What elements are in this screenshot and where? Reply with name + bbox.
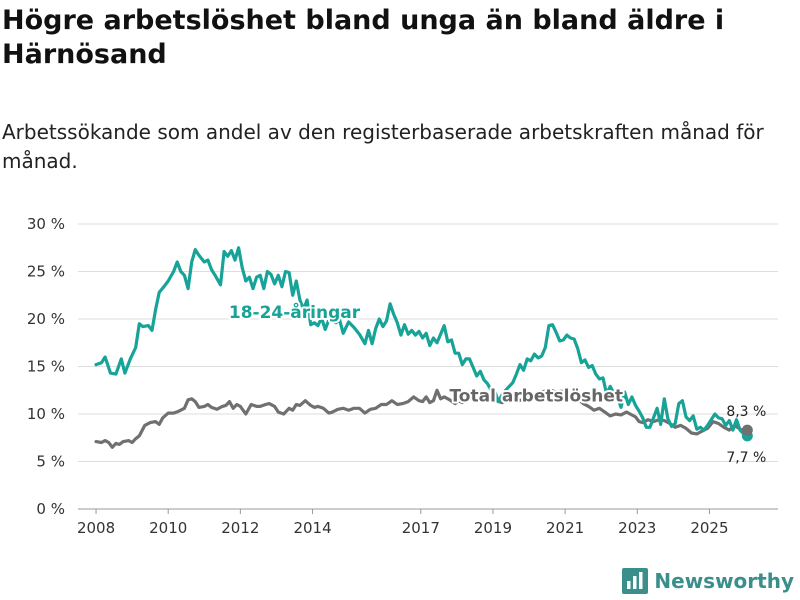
- series-line-youth: [94, 246, 749, 438]
- axes: 0 % 5 % 10 % 15 % 20 % 25 % 30 % 2008 2010 2012 20…: [27, 215, 729, 537]
- chart-subtitle: Arbetssökande som andel av den registerb…: [2, 120, 764, 173]
- x-tick-label: 2012: [221, 519, 259, 537]
- x-tick-label: 2008: [77, 519, 115, 537]
- x-tick-label: 2014: [293, 519, 331, 537]
- end-label-total: 8,3 %: [726, 404, 766, 420]
- y-tick-label: 30 %: [27, 215, 65, 233]
- end-label-youth: 7,7 %: [726, 450, 766, 466]
- y-tick-label: 25 %: [27, 263, 65, 281]
- x-tick-label: 2021: [546, 519, 584, 537]
- y-tick-label: 15 %: [27, 358, 65, 376]
- grid: [78, 223, 778, 510]
- series-label-youth-halo: 18-24-åringar: [229, 301, 361, 323]
- end-point-total: [741, 424, 753, 436]
- y-tick-label: 5 %: [36, 453, 65, 471]
- y-tick-label: 20 %: [27, 310, 65, 328]
- series-label-total-text: Total arbetslöshet: [449, 387, 623, 407]
- x-tick-label: 2010: [149, 519, 187, 537]
- x-tick-label: 2023: [618, 519, 656, 537]
- x-tick-label: 2017: [402, 519, 440, 537]
- x-tick-label: 2025: [690, 519, 728, 537]
- newsworthy-logo-icon: [622, 568, 649, 594]
- series-label-youth-text: 18-24-åringar: [229, 301, 361, 323]
- series-line-total: [94, 388, 749, 449]
- footer: Newsworthy: [622, 566, 794, 596]
- x-tick-label: 2019: [474, 519, 512, 537]
- y-tick-label: 10 %: [27, 405, 65, 423]
- series-lines: [94, 246, 753, 449]
- brand-name: Newsworthy: [654, 569, 794, 593]
- series-label-total-halo: Total arbetslöshet: [449, 387, 623, 407]
- chart-title: Högre arbetslöshet bland unga än bland ä…: [2, 5, 725, 70]
- y-tick-label: 0 %: [36, 500, 65, 518]
